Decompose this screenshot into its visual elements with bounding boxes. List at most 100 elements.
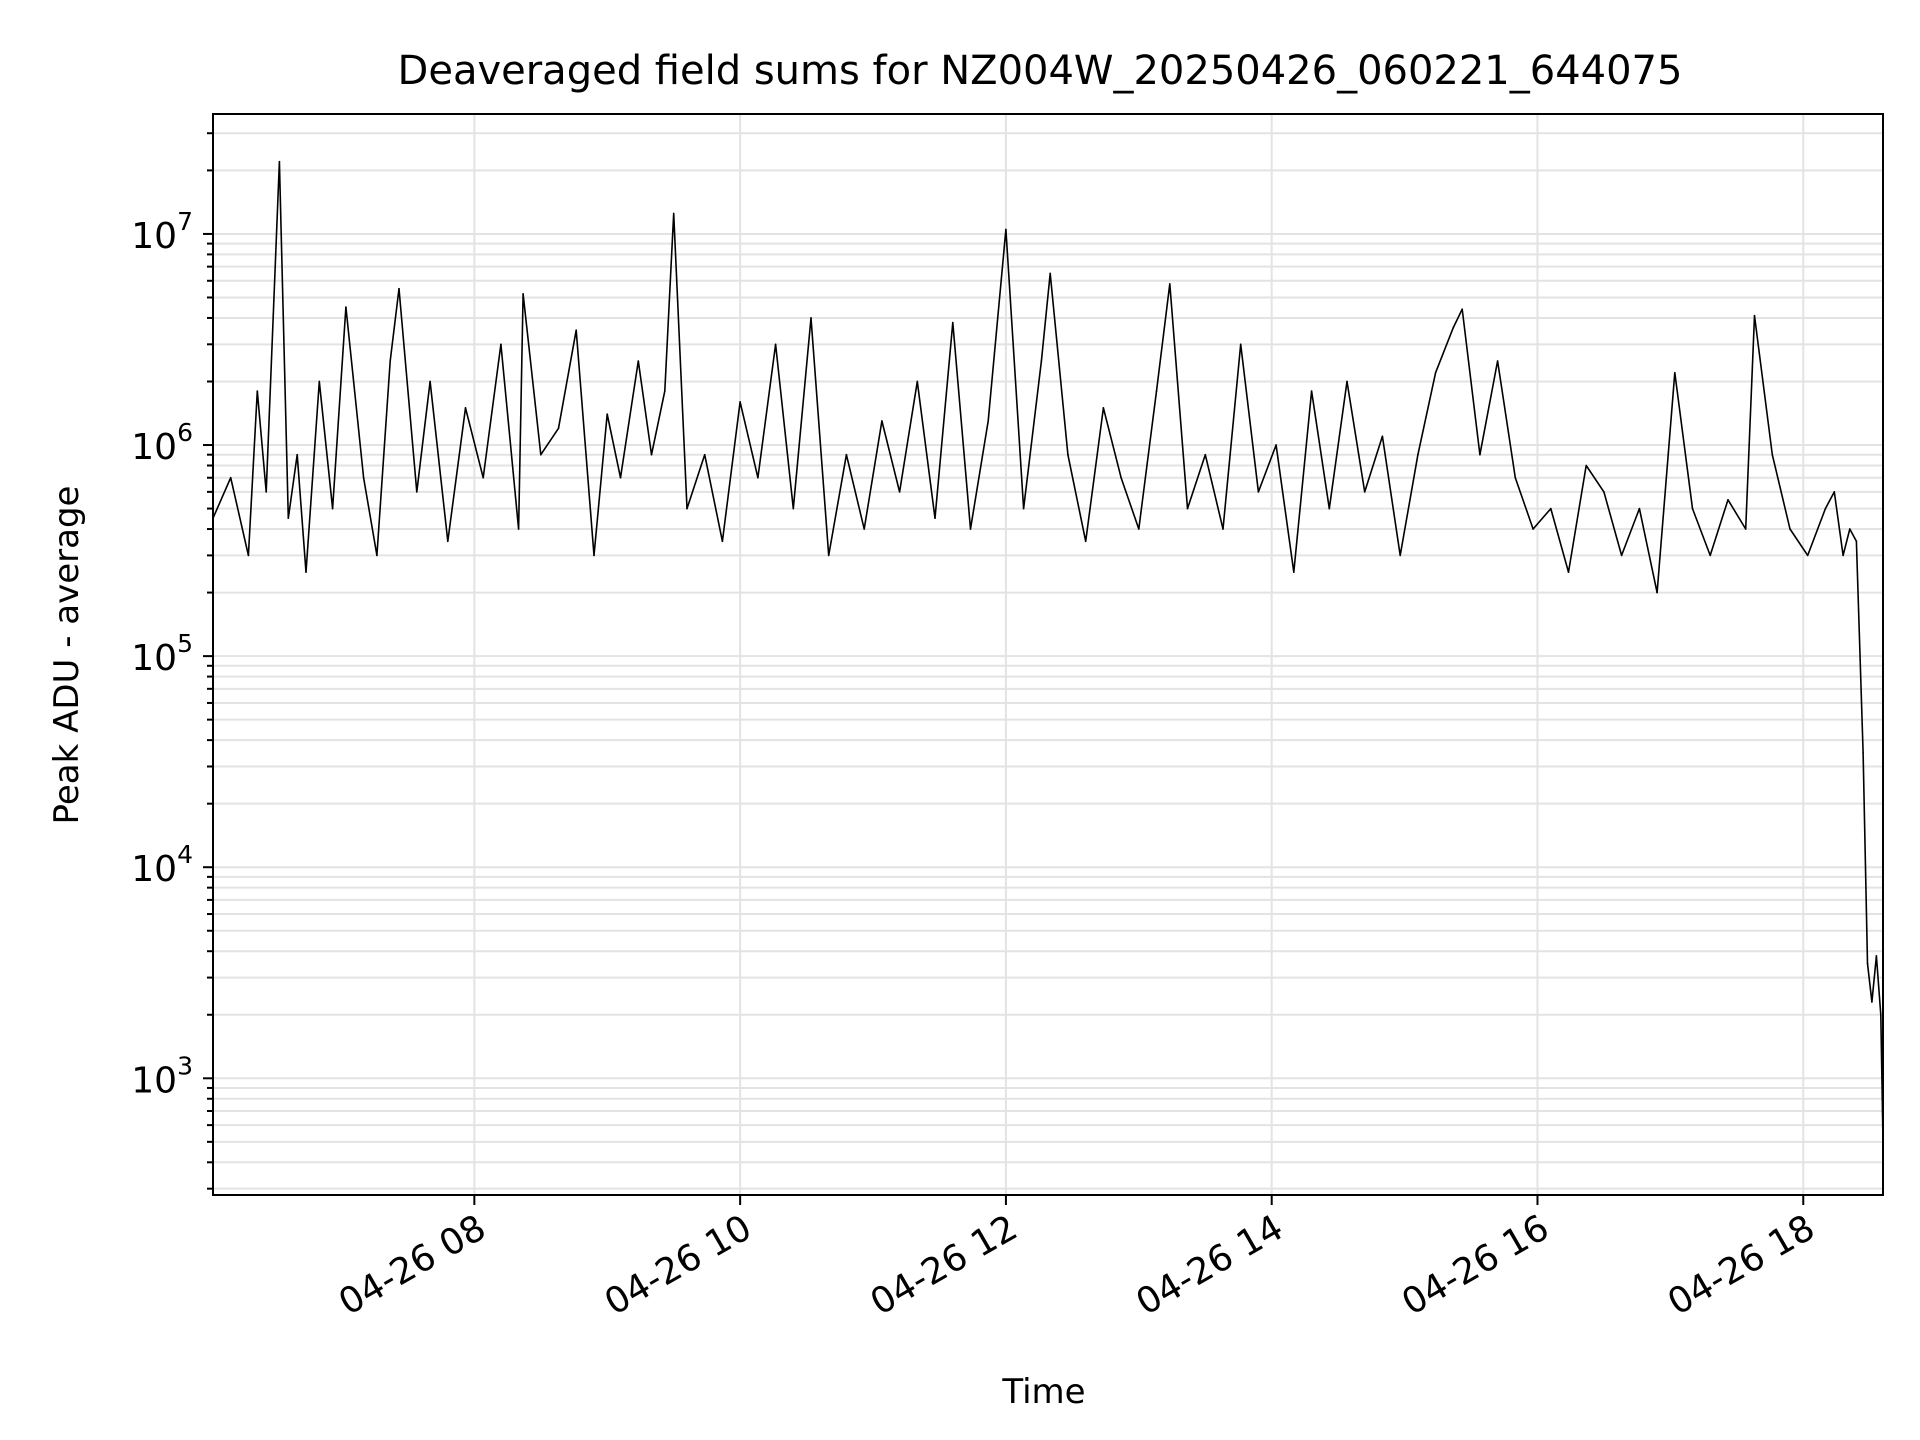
- data-point: [1496, 360, 1499, 362]
- data-point: [1806, 554, 1809, 557]
- data-point: [1293, 571, 1295, 573]
- data-point: [1620, 554, 1623, 557]
- data-point: [1222, 528, 1224, 530]
- data-point: [1789, 528, 1791, 530]
- data-point: [619, 476, 622, 479]
- data-point: [296, 453, 298, 456]
- y-tick-label: 105: [131, 629, 193, 679]
- data-point: [1346, 380, 1348, 383]
- data-point: [1022, 507, 1025, 510]
- y-tick-label: 103: [131, 1051, 193, 1101]
- data-point: [1532, 528, 1534, 530]
- data-point: [446, 540, 449, 543]
- data-point: [265, 491, 267, 493]
- data-point: [1842, 554, 1844, 557]
- data-point: [1257, 491, 1260, 493]
- data-point: [1514, 476, 1517, 479]
- data-point: [557, 427, 560, 430]
- data-point: [331, 507, 334, 510]
- data-point: [1452, 326, 1455, 329]
- data-point: [951, 321, 954, 324]
- data-point: [247, 554, 250, 557]
- data-point: [1204, 453, 1207, 456]
- data-point: [464, 407, 467, 409]
- data-point: [1862, 751, 1864, 754]
- data-point: [345, 306, 347, 308]
- data-point: [1638, 507, 1641, 510]
- data-point: [1084, 540, 1087, 543]
- data-point: [376, 554, 378, 557]
- data-point: [415, 491, 418, 493]
- data-point: [757, 476, 759, 479]
- y-tick-label: 107: [131, 207, 193, 257]
- data-point: [810, 317, 812, 319]
- data-point: [1120, 476, 1122, 479]
- data-point: [287, 517, 290, 520]
- data-point: [1727, 499, 1729, 501]
- plot-frame: [212, 113, 1884, 1196]
- data-point: [1871, 1001, 1873, 1003]
- data-point: [1879, 1013, 1882, 1016]
- data-point: [969, 528, 972, 530]
- data-point: [1479, 453, 1481, 456]
- data-point: [774, 343, 777, 346]
- data-point: [1138, 528, 1140, 530]
- data-point: [1691, 507, 1694, 510]
- data-point: [916, 380, 919, 383]
- data-point: [703, 453, 706, 456]
- data-point: [362, 476, 365, 479]
- grid: [213, 114, 1883, 1195]
- data-point: [1310, 390, 1313, 392]
- data-point: [1239, 343, 1242, 346]
- data-point: [898, 491, 901, 493]
- data-point: [606, 413, 609, 415]
- data-point: [305, 571, 307, 573]
- data-point: [1275, 444, 1277, 446]
- data-point: [522, 293, 524, 295]
- data-point: [256, 390, 259, 392]
- data-point: [672, 212, 675, 215]
- data-point: [934, 517, 936, 520]
- data-point: [318, 380, 321, 383]
- data-point: [1067, 453, 1069, 456]
- data-point: [1328, 507, 1331, 510]
- y-axis-label: Peak ADU - average: [47, 486, 87, 825]
- data-point: [1848, 528, 1851, 530]
- data-point: [1656, 591, 1658, 594]
- data-point: [229, 476, 232, 479]
- data-point: [1855, 540, 1858, 543]
- data-point: [278, 160, 281, 163]
- data-point: [721, 540, 724, 543]
- data-point: [1753, 314, 1756, 317]
- data-point: [429, 380, 431, 383]
- data-point: [1585, 464, 1588, 467]
- data-point: [593, 554, 595, 557]
- series-layer: [212, 160, 1884, 1143]
- data-point: [500, 343, 502, 346]
- data-point: [1434, 371, 1437, 374]
- data-point: [398, 287, 400, 290]
- data-point: [1040, 360, 1043, 362]
- data-point: [637, 360, 640, 362]
- data-point: [987, 420, 989, 422]
- y-tick-label: 106: [131, 418, 193, 468]
- x-axis-label: Time: [1001, 1372, 1085, 1412]
- data-point: [650, 453, 653, 456]
- data-point: [575, 329, 578, 331]
- data-point: [881, 420, 883, 422]
- data-point: [1155, 390, 1158, 392]
- data-point: [792, 507, 795, 510]
- data-point: [517, 528, 520, 530]
- data-point: [482, 476, 485, 479]
- data-point: [1363, 491, 1366, 493]
- data-point: [1824, 507, 1827, 510]
- data-point: [1866, 962, 1869, 965]
- data-point: [1461, 308, 1463, 311]
- data-point: [845, 453, 848, 456]
- data-point: [1049, 272, 1052, 275]
- data-point: [1709, 554, 1712, 557]
- data-point: [1771, 453, 1774, 456]
- data-point: [539, 453, 542, 456]
- data-point: [1833, 491, 1836, 493]
- data-point: [1169, 283, 1171, 285]
